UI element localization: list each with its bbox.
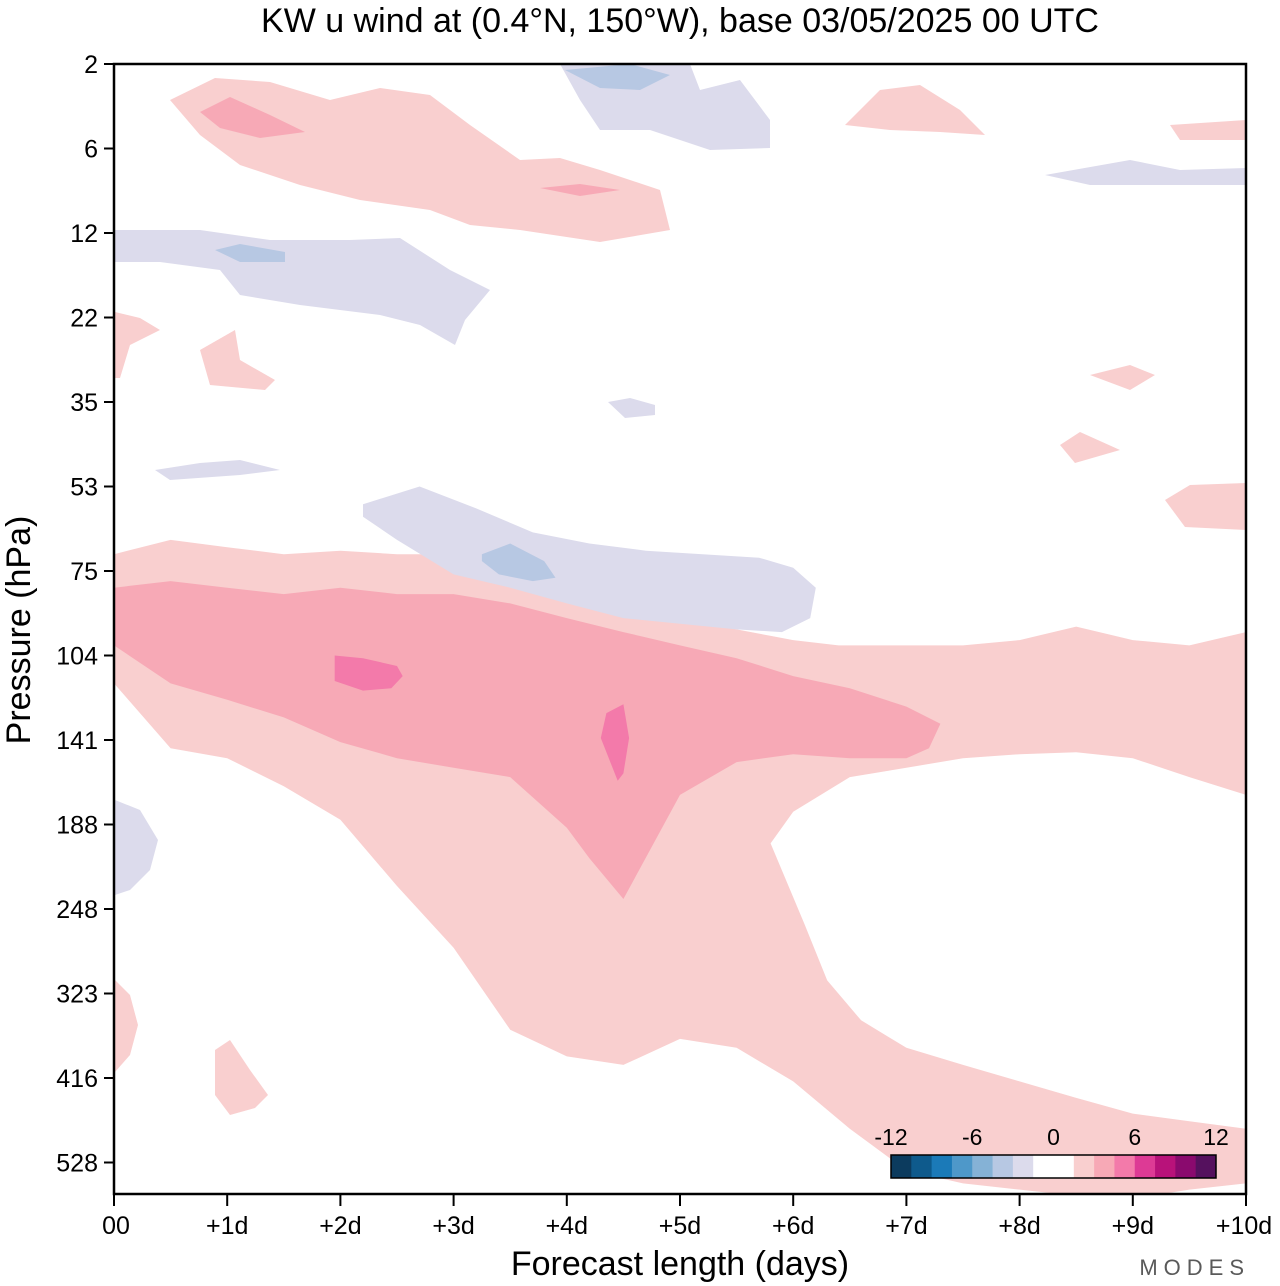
x-tick-label: +7d xyxy=(885,1212,927,1240)
y-tick-label: 53 xyxy=(70,474,98,502)
colorbar-swatch xyxy=(891,1155,912,1178)
contour-negative-upper3 xyxy=(1045,160,1246,185)
x-axis-label: Forecast length (days) xyxy=(511,1245,849,1283)
contour-small-pos5 xyxy=(115,312,160,378)
contour-small-pos3 xyxy=(1060,432,1120,463)
contour-negative-upper4 xyxy=(155,460,280,480)
contour-fill-layer xyxy=(114,64,1246,1194)
x-tick-label: +9d xyxy=(1112,1212,1154,1240)
x-axis: 00 +1d +2d +3d +4d +5d +6d +7d +8d +9d +10d xyxy=(102,1194,1272,1240)
contour-small-pos xyxy=(200,330,275,390)
x-tick-label: +8d xyxy=(998,1212,1040,1240)
colorbar-swatch xyxy=(1114,1155,1136,1178)
contour-blue-upper xyxy=(565,64,670,90)
x-tick-label: +4d xyxy=(546,1212,588,1240)
contour-positive-upper3 xyxy=(1170,120,1246,140)
y-tick-label: 22 xyxy=(70,305,98,333)
colorbar-swatch xyxy=(1195,1155,1217,1178)
y-tick-label: 104 xyxy=(56,643,98,671)
x-tick-label: +1d xyxy=(206,1212,248,1240)
colorbar-swatch xyxy=(1073,1155,1095,1178)
chart-title: KW u wind at (0.4°N, 150°W), base 03/05/… xyxy=(261,2,1099,40)
colorbar-swatch xyxy=(1155,1155,1176,1178)
colorbar: -12 -6 0 6 12 xyxy=(874,1124,1229,1179)
y-tick-label: 75 xyxy=(70,558,98,586)
y-tick-label: 248 xyxy=(56,896,98,924)
colorbar-swatch xyxy=(1175,1155,1197,1178)
contour-negative-upper5 xyxy=(115,800,158,895)
colorbar-swatch xyxy=(911,1155,933,1178)
contour-region-5 xyxy=(481,543,556,582)
contour-positive-upper2 xyxy=(845,85,985,135)
contour-region-3 xyxy=(600,704,630,781)
contour-region-2 xyxy=(334,655,403,691)
contour-small-neg xyxy=(608,398,655,418)
y-tick-label: 2 xyxy=(84,51,98,79)
colorbar-label: -6 xyxy=(962,1124,982,1150)
contour-region-4 xyxy=(363,486,816,633)
contour-small-pos7 xyxy=(215,1040,268,1115)
colorbar-swatch xyxy=(1033,1155,1054,1178)
x-tick-label: +2d xyxy=(319,1212,361,1240)
y-tick-label: 35 xyxy=(70,389,98,417)
brand-logo: MODES xyxy=(1139,1255,1250,1280)
contour-small-pos4 xyxy=(1165,483,1246,530)
colorbar-swatch xyxy=(992,1155,1014,1178)
colorbar-swatch xyxy=(1053,1155,1075,1178)
contour-blue-upper2 xyxy=(215,244,285,262)
y-tick-label: 323 xyxy=(56,981,98,1009)
colorbar-label: 0 xyxy=(1047,1124,1060,1150)
y-tick-label: 416 xyxy=(56,1065,98,1093)
contour-positive-upper xyxy=(170,78,670,242)
colorbar-border xyxy=(890,1154,1217,1179)
x-tick-label: 00 xyxy=(102,1212,130,1240)
y-axis: 2 6 12 22 35 53 75 104 141 188 248 323 416 528 xyxy=(56,51,114,1178)
y-tick-label: 188 xyxy=(56,812,98,840)
x-tick-label: +5d xyxy=(659,1212,701,1240)
y-tick-label: 528 xyxy=(56,1150,98,1178)
colorbar-swatch xyxy=(931,1155,953,1178)
y-tick-label: 12 xyxy=(70,220,98,248)
contour-small-pos6 xyxy=(115,980,138,1072)
colorbar-swatch xyxy=(1012,1155,1034,1178)
colorbar-label: 12 xyxy=(1203,1124,1229,1150)
colorbar-swatch xyxy=(1094,1155,1115,1178)
y-tick-label: 6 xyxy=(84,136,98,164)
contour-region-1 xyxy=(114,581,941,899)
colorbar-swatch xyxy=(972,1155,994,1178)
x-tick-label: +3d xyxy=(432,1212,474,1240)
x-tick-label: +6d xyxy=(772,1212,814,1240)
colorbar-swatch xyxy=(951,1155,973,1178)
contour-strong-upper2 xyxy=(540,184,620,196)
colorbar-swatch xyxy=(1134,1155,1156,1178)
colorbar-label: 6 xyxy=(1128,1124,1141,1150)
contour-negative-upper xyxy=(115,230,490,345)
contour-small-pos2 xyxy=(1090,365,1155,390)
y-axis-label: Pressure (hPa) xyxy=(0,516,38,745)
colorbar-label: -12 xyxy=(874,1124,907,1150)
x-tick-label: +10d xyxy=(1216,1212,1272,1240)
y-tick-label: 141 xyxy=(56,727,98,755)
contour-strong-upper xyxy=(200,97,305,138)
